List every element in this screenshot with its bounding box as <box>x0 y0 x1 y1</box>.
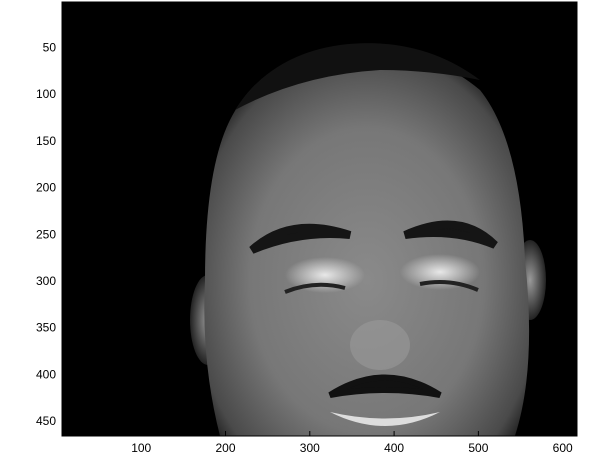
y-tick-label: 250 <box>36 227 56 241</box>
y-tick-label: 300 <box>36 274 56 288</box>
y-tick-label: 350 <box>36 321 56 335</box>
x-tick-label: 500 <box>468 441 488 455</box>
x-tick-label: 400 <box>384 441 404 455</box>
y-tick-label: 100 <box>36 87 56 101</box>
y-tick-label: 50 <box>43 40 57 54</box>
x-tick-label: 300 <box>300 441 320 455</box>
y-tick-label: 200 <box>36 181 56 195</box>
y-tick-label: 450 <box>36 414 56 428</box>
axes-box <box>61 1 578 437</box>
x-tick-label: 600 <box>553 441 573 455</box>
image <box>62 2 577 436</box>
y-tick-label: 400 <box>36 367 56 381</box>
x-tick-label: 200 <box>216 441 236 455</box>
x-tick-label: 100 <box>131 441 151 455</box>
y-tick-label: 150 <box>36 134 56 148</box>
